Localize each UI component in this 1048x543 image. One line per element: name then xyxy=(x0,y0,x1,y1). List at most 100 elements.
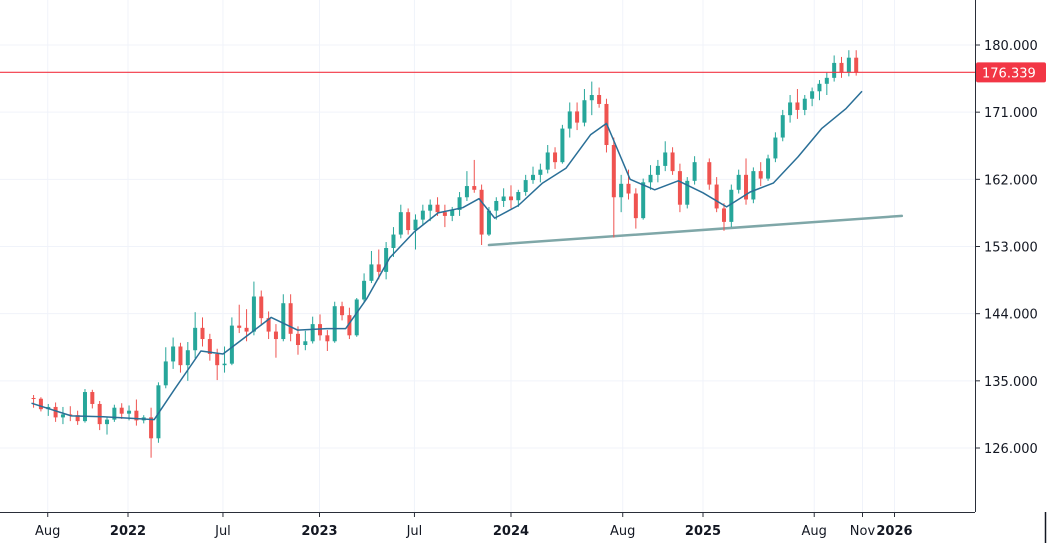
y-tick-label: 135.000 xyxy=(984,375,1038,390)
candle-down xyxy=(508,185,513,209)
candle-body xyxy=(391,234,396,248)
y-axis-ticks[interactable]: 180.000 171.000 162.000 153.000 144.000 135.0… xyxy=(975,39,1038,457)
candle-body xyxy=(663,152,668,166)
candle-up xyxy=(229,317,234,366)
candle-body xyxy=(677,171,682,205)
candle-up xyxy=(619,174,624,213)
candle-body xyxy=(105,419,110,425)
candle-up xyxy=(494,197,499,220)
candle-body xyxy=(744,174,749,200)
candle-up xyxy=(567,102,572,138)
candle-body xyxy=(171,346,176,362)
candle-body xyxy=(38,398,43,410)
candle-body xyxy=(31,397,36,399)
candle-body xyxy=(707,162,712,185)
candle-up xyxy=(736,169,741,194)
candle-body xyxy=(751,171,756,200)
candle-down xyxy=(266,311,271,340)
candle-up xyxy=(369,250,374,284)
candle-body xyxy=(295,333,300,346)
candle-body xyxy=(633,193,638,219)
candle-up xyxy=(303,330,308,351)
candle-body xyxy=(575,111,580,123)
candle-body xyxy=(384,247,389,272)
candle-body xyxy=(340,306,345,316)
candle-body xyxy=(589,95,594,101)
candle-down xyxy=(633,188,638,229)
price-tag-box xyxy=(976,62,1046,83)
candle-down xyxy=(119,403,124,419)
candle-down xyxy=(178,342,183,373)
candle-body xyxy=(545,152,550,170)
candle-down xyxy=(90,389,95,409)
candle-body xyxy=(222,363,227,366)
candle-down xyxy=(406,208,411,235)
candle-up xyxy=(281,294,286,342)
candle-body xyxy=(347,315,352,336)
candle-down xyxy=(707,158,712,190)
candle-body xyxy=(486,210,491,235)
candle-down xyxy=(611,137,616,238)
candle-up xyxy=(751,167,756,204)
candle-body xyxy=(413,219,418,231)
candle-down xyxy=(597,87,602,108)
candle-body xyxy=(839,62,844,73)
candle-body xyxy=(655,165,660,175)
x-tick-label: Aug xyxy=(610,524,635,539)
candle-up xyxy=(398,204,403,239)
moving-average-layer xyxy=(31,90,863,421)
grid-lines xyxy=(0,0,975,512)
support-trendline[interactable] xyxy=(487,214,904,247)
candle-body xyxy=(531,174,536,181)
candle-up xyxy=(185,342,190,381)
candle-body xyxy=(244,327,249,332)
x-axis-ticks[interactable]: Aug 2022 Jul 2023 Jul 2024 Aug 2025 Aug Nov 2026 xyxy=(35,512,913,539)
candle-body xyxy=(266,318,271,332)
candle-body xyxy=(369,264,374,281)
candle-down xyxy=(472,159,477,193)
candle-down xyxy=(795,89,800,119)
candle-down xyxy=(744,158,749,205)
x-tick-label: 2024 xyxy=(493,524,529,539)
candle-body xyxy=(619,183,624,198)
candle-up xyxy=(516,189,521,207)
candle-up xyxy=(531,166,536,184)
y-tick-label: 180.000 xyxy=(984,39,1038,54)
candle-body xyxy=(824,77,829,84)
candle-body xyxy=(553,152,558,163)
candle-down xyxy=(259,290,264,326)
candle-body xyxy=(479,189,484,235)
candle-down xyxy=(200,317,205,347)
x-tick-label: 2022 xyxy=(110,524,146,539)
candle-body xyxy=(428,204,433,211)
candle-body xyxy=(207,339,212,354)
candle-up xyxy=(332,301,337,343)
candle-body xyxy=(501,196,506,201)
candle-body xyxy=(597,95,602,104)
candle-body xyxy=(670,152,675,172)
candle-body xyxy=(281,303,286,340)
candle-up xyxy=(413,214,418,250)
candle-up xyxy=(501,188,506,207)
candle-body xyxy=(494,200,499,211)
candle-body xyxy=(82,392,87,422)
candle-body xyxy=(90,392,95,404)
candle-body xyxy=(318,324,323,336)
candle-down xyxy=(97,400,102,431)
y-tick-label: 153.000 xyxy=(984,241,1038,256)
candle-body xyxy=(736,174,741,190)
candle-body xyxy=(237,325,242,328)
candle-up xyxy=(112,404,117,422)
candle-body xyxy=(354,299,359,336)
candle-down xyxy=(295,326,300,355)
candle-body xyxy=(127,410,132,414)
candle-up xyxy=(464,171,469,201)
candle-up xyxy=(663,141,668,172)
candle-up xyxy=(82,389,87,423)
x-tick-label: 2023 xyxy=(301,524,337,539)
candle-up xyxy=(193,312,198,359)
candle-up xyxy=(692,156,697,185)
candle-up xyxy=(354,297,359,337)
candle-body xyxy=(450,209,455,216)
